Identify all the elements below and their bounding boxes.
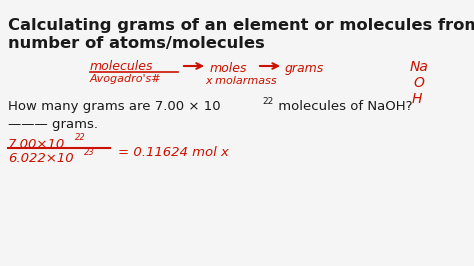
Text: O: O xyxy=(413,76,424,90)
Text: ——— grams.: ——— grams. xyxy=(8,118,98,131)
Text: 6.022×10: 6.022×10 xyxy=(8,152,73,165)
Text: molecules: molecules xyxy=(90,60,154,73)
Text: 23: 23 xyxy=(84,148,95,157)
Text: moles: moles xyxy=(210,62,247,75)
Text: grams: grams xyxy=(285,62,324,75)
Text: How many grams are 7.00 × 10: How many grams are 7.00 × 10 xyxy=(8,100,220,113)
Text: Calculating grams of an element or molecules from: Calculating grams of an element or molec… xyxy=(8,18,474,33)
Text: number of atoms/molecules: number of atoms/molecules xyxy=(8,36,265,51)
Text: Avogadro's#: Avogadro's# xyxy=(90,74,162,84)
Text: 7.00×10: 7.00×10 xyxy=(8,138,65,151)
Text: = 0.11624 mol x: = 0.11624 mol x xyxy=(118,146,229,159)
Text: H: H xyxy=(412,92,422,106)
Text: 22: 22 xyxy=(262,97,273,106)
Text: 22: 22 xyxy=(75,133,86,142)
Text: molecules of NaOH?: molecules of NaOH? xyxy=(274,100,412,113)
Text: Na: Na xyxy=(410,60,429,74)
Text: x molarmass: x molarmass xyxy=(205,76,277,86)
